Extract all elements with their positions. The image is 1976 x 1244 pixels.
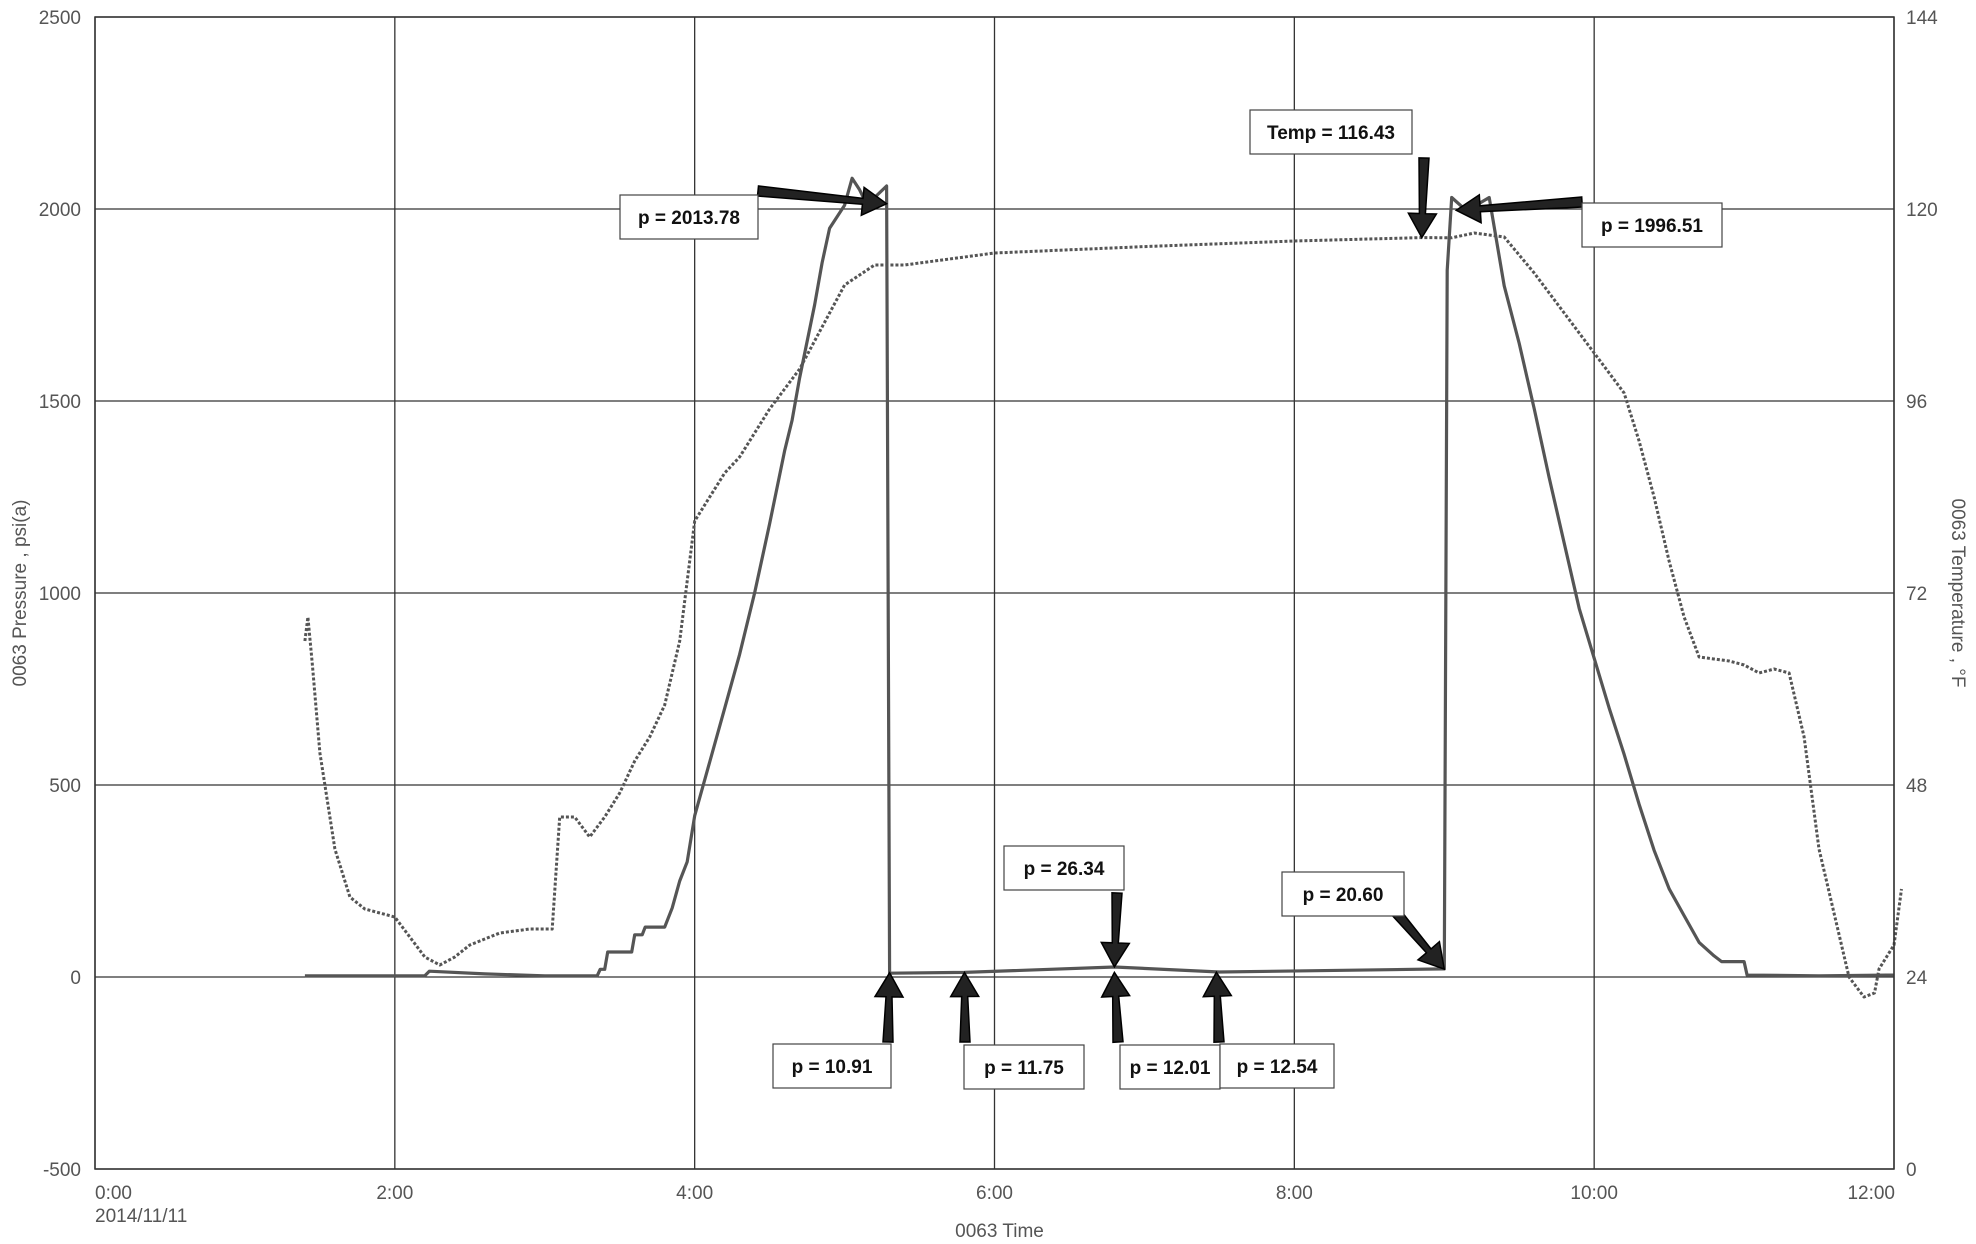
x-axis-title: 0063 Time xyxy=(955,1221,1044,1242)
y-left-tick-label: 2500 xyxy=(39,8,81,29)
annotation-box xyxy=(1003,845,1125,891)
annotation: p = 2013.78 xyxy=(619,185,889,240)
annotation-arrow xyxy=(1100,970,1131,1044)
x-tick-label: 10:00 xyxy=(1570,1183,1618,1204)
annotation-label: p = 11.75 xyxy=(984,1058,1064,1079)
y-right-tick-label: 72 xyxy=(1906,584,1927,605)
annotation: p = 12.54 xyxy=(1202,970,1335,1089)
y-left-tick-label: 2000 xyxy=(39,200,81,221)
y-right-tick-label: 120 xyxy=(1906,200,1938,221)
annotation-label: p = 10.91 xyxy=(792,1057,873,1078)
annotation-arrow xyxy=(756,185,889,217)
y-axis-left-title: 0063 Pressure , psi(a) xyxy=(10,500,31,687)
annotation-arrow xyxy=(873,971,905,1043)
annotation-box xyxy=(963,1044,1085,1090)
annotation-box xyxy=(1219,1043,1335,1089)
annotation-label: p = 20.60 xyxy=(1303,885,1384,906)
y-right-tick-label: 48 xyxy=(1906,776,1927,797)
plot-frame xyxy=(94,16,1895,1170)
annotation-label: p = 26.34 xyxy=(1024,859,1105,880)
x-tick-label: 2:00 xyxy=(376,1183,413,1204)
y-left-tick-label: 500 xyxy=(49,776,81,797)
y-left-tick-label: 1500 xyxy=(39,392,81,413)
annotation-box xyxy=(619,194,759,240)
annotation: p = 1996.51 xyxy=(1454,193,1723,248)
annotation-box xyxy=(772,1043,892,1089)
annotation-label: p = 12.54 xyxy=(1237,1057,1318,1078)
annotation-arrow xyxy=(1100,892,1131,969)
temperature-series-line xyxy=(303,231,1903,999)
x-tick-label: 0:00 xyxy=(95,1183,132,1204)
x-tick-label: 12:00 xyxy=(1847,1183,1895,1204)
annotation: p = 20.60 xyxy=(1281,871,1446,971)
y-right-tick-label: 24 xyxy=(1906,968,1928,989)
annotation-label: p = 2013.78 xyxy=(638,208,740,229)
y-left-tick-label: 0 xyxy=(70,968,81,989)
y-axis-right-title: 0063 Temperature , °F xyxy=(1947,499,1968,688)
y-right-tick-label: 96 xyxy=(1906,392,1927,413)
annotation-arrow xyxy=(1407,157,1438,240)
annotation-box xyxy=(1581,202,1723,248)
x-tick-label: 4:00 xyxy=(676,1183,713,1204)
x-tick-label: 8:00 xyxy=(1276,1183,1313,1204)
y-left-tick-label: -500 xyxy=(43,1160,81,1181)
annotation: p = 11.75 xyxy=(949,971,1085,1090)
annotation-label: Temp = 116.43 xyxy=(1267,123,1395,144)
annotation: Temp = 116.43 xyxy=(1249,109,1438,240)
y-right-tick-label: 144 xyxy=(1906,8,1938,29)
annotation: p = 10.91 xyxy=(772,971,905,1089)
y-right-tick-label: 0 xyxy=(1906,1160,1917,1181)
annotation-label: p = 12.01 xyxy=(1130,1058,1211,1079)
annotation: p = 26.34 xyxy=(1003,845,1131,969)
annotation-label: p = 1996.51 xyxy=(1601,216,1703,237)
annotation-box xyxy=(1119,1044,1221,1090)
annotation-arrow xyxy=(949,971,981,1043)
x-tick-sublabel: 2014/11/11 xyxy=(95,1206,187,1227)
annotation: p = 12.01 xyxy=(1100,970,1221,1090)
annotation-box xyxy=(1281,871,1405,917)
annotations: p = 2013.78 Temp = 116.43 p = 1996.51 p = 2… xyxy=(619,109,1723,1090)
annotation-arrow xyxy=(1202,970,1233,1043)
x-tick-label: 6:00 xyxy=(976,1183,1013,1204)
annotation-box xyxy=(1249,109,1413,155)
y-left-tick-label: 1000 xyxy=(39,584,81,605)
annotation-arrow xyxy=(1454,193,1584,224)
